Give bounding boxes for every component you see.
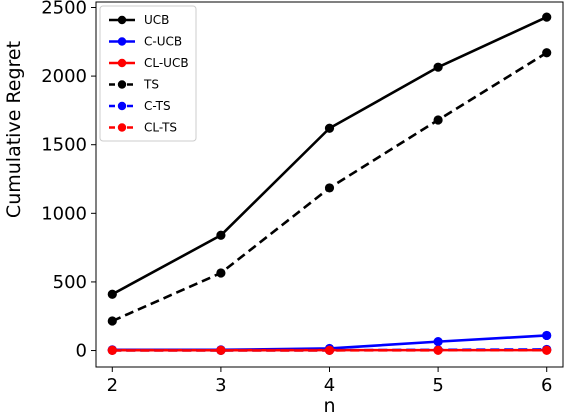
- data-point: [324, 123, 335, 133]
- legend-item-c-ucb: C-UCB: [109, 35, 182, 49]
- series-ucb: [107, 12, 552, 299]
- data-point: [542, 12, 552, 22]
- data-point: [324, 183, 335, 193]
- legend-label: CL-UCB: [144, 56, 189, 70]
- data-point: [216, 268, 226, 278]
- legend-marker: [117, 15, 127, 25]
- x-tick-label: 5: [432, 375, 443, 396]
- data-point: [107, 316, 117, 326]
- y-tick-label: 0: [76, 341, 87, 362]
- y-tick-label: 1000: [41, 203, 87, 224]
- legend-marker: [117, 123, 127, 132]
- legend-item-ucb: UCB: [109, 13, 169, 27]
- legend-item-c-ts: C-TS: [109, 99, 171, 113]
- legend-marker: [117, 37, 127, 46]
- y-tick-label: 2500: [41, 0, 87, 18]
- legend: UCB C-UCB CL-UCB TS C-TS CL-TS: [99, 5, 197, 142]
- data-point: [107, 345, 117, 355]
- series-cl-ts: [107, 345, 552, 355]
- legend-label: C-UCB: [144, 35, 182, 49]
- y-axis-label: Cumulative Regret: [3, 41, 25, 218]
- legend-label: C-TS: [144, 99, 171, 113]
- data-point: [433, 115, 443, 125]
- data-point: [433, 345, 443, 355]
- legend-item-ts: TS: [109, 78, 159, 92]
- legend-item-cl-ucb: CL-UCB: [109, 56, 189, 70]
- x-tick-label: 2: [107, 375, 118, 396]
- legend-label: CL-TS: [144, 121, 177, 135]
- legend-marker: [117, 58, 127, 68]
- data-point: [542, 48, 552, 58]
- data-point: [542, 330, 552, 341]
- data-point: [542, 345, 552, 355]
- data-point: [216, 230, 226, 240]
- data-point: [433, 337, 443, 347]
- y-tick-label: 2000: [41, 66, 87, 87]
- x-tick-label: 4: [324, 375, 335, 396]
- legend-marker: [117, 101, 127, 111]
- legend-marker: [117, 80, 127, 89]
- y-tick-label: 500: [53, 272, 87, 293]
- x-tick-label: 6: [541, 375, 552, 396]
- y-tick-label: 1500: [41, 135, 87, 156]
- axes: 2 3 4 5 6 0 500 1000 1500 2000 2500: [41, 0, 564, 396]
- series-ts: [107, 48, 552, 326]
- legend-label: UCB: [144, 13, 169, 27]
- legend-item-cl-ts: CL-TS: [109, 121, 177, 135]
- data-point: [107, 289, 117, 299]
- plot-area: [107, 12, 552, 355]
- data-point: [324, 345, 335, 355]
- x-axis-label: n: [323, 395, 335, 417]
- data-point: [216, 345, 226, 355]
- x-tick-label: 3: [215, 375, 226, 396]
- legend-label: TS: [143, 78, 159, 92]
- data-point: [433, 62, 443, 72]
